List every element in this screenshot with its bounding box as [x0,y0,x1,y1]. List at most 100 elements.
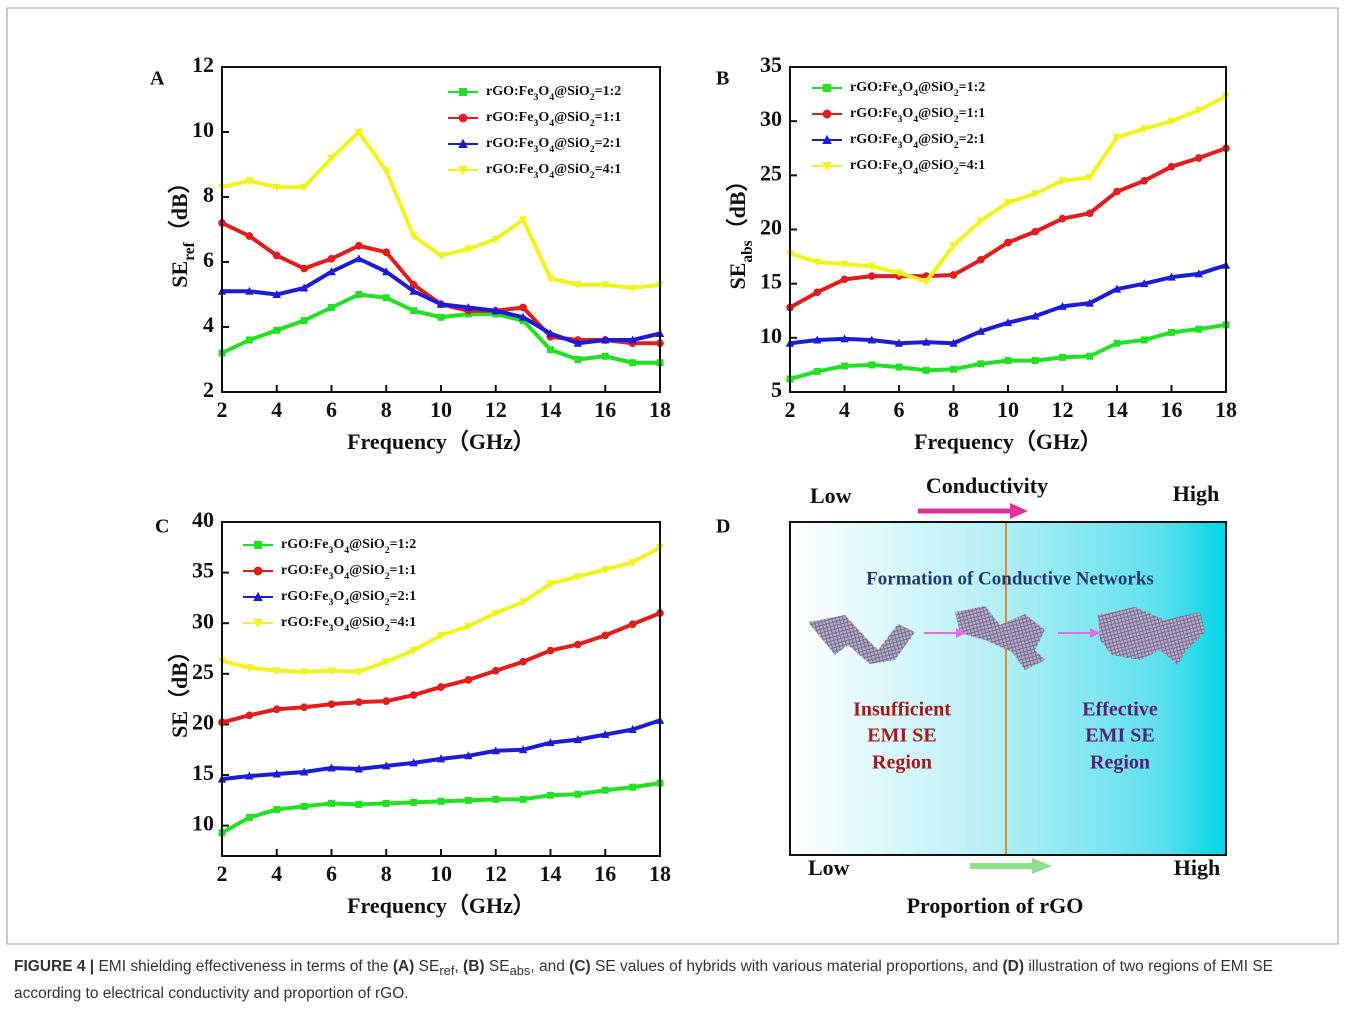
marker [547,792,554,799]
y-tick-label: 25 [192,659,214,684]
y-tick-label: 40 [192,507,214,532]
marker [355,291,362,298]
marker [328,800,335,807]
caption: FIGURE 4 | EMI shielding effectiveness i… [14,955,1334,1005]
x-tick-label: 14 [540,861,562,886]
x-tick-label: 18 [649,861,671,886]
marker [410,691,418,699]
x-tick-label: 6 [326,861,337,886]
y-tick-label: 15 [192,760,214,785]
bottom-title: Proportion of rGO [907,893,1084,918]
arrow-head [1010,503,1028,519]
y-tick-label: 30 [760,106,782,131]
legend-label: rGO:Fe3O4@SiO2=2:1 [486,136,621,155]
marker [841,275,849,283]
caption-label: FIGURE 4 | [14,958,94,975]
marker [273,806,280,813]
marker [1059,354,1066,361]
marker [1114,340,1121,347]
marker [841,363,848,370]
x-tick-label: 8 [381,397,392,422]
marker [246,337,253,344]
x-tick-label: 18 [649,397,671,422]
marker [1113,188,1121,196]
y-tick-label: 2 [203,377,214,402]
top-high: High [1173,481,1219,506]
x-tick-label: 6 [894,397,905,422]
series-line [222,783,660,833]
x-tick-label: 16 [1161,397,1183,422]
marker [1195,326,1202,333]
x-tick-label: 6 [326,397,337,422]
marker [382,697,390,705]
marker [492,667,500,675]
legend-marker [254,541,262,549]
marker [629,784,636,791]
y-tick-label: 15 [760,269,782,294]
marker [492,796,499,803]
marker [355,698,363,706]
marker [574,641,582,649]
legend-label: rGO:Fe3O4@SiO2=2:1 [850,132,985,151]
x-tick-label: 8 [948,397,959,422]
y-tick-label: 35 [192,558,214,583]
legend-label: rGO:Fe3O4@SiO2=1:2 [850,80,985,99]
marker [328,700,336,708]
marker [438,314,445,321]
y-tick-label: 35 [760,52,782,77]
marker [246,711,254,719]
marker [547,647,555,655]
marker [1141,337,1148,344]
legend-marker [459,88,467,96]
marker [1140,177,1148,185]
marker [1086,209,1094,217]
series-line [790,96,1226,281]
marker [438,798,445,805]
marker [1168,329,1175,336]
left-region: EMI SE [867,725,936,747]
marker [574,791,581,798]
y-tick-label: 12 [192,52,214,77]
x-axis-label: Frequency（GHz） [914,429,1102,454]
x-tick-label: 4 [271,397,282,422]
y-tick-label: 8 [203,182,214,207]
marker [273,252,281,260]
y-tick-label: 10 [760,323,782,348]
legend-label: rGO:Fe3O4@SiO2=1:1 [486,110,621,129]
y-tick-label: 4 [203,312,214,337]
x-tick-label: 14 [540,397,562,422]
legend-label: rGO:Fe3O4@SiO2=1:2 [281,537,416,556]
bottom-low: Low [808,855,850,880]
series-line [790,325,1226,379]
marker [328,304,335,311]
x-tick-label: 10 [997,397,1019,422]
marker [273,705,281,713]
series-line [222,132,660,288]
marker [246,814,253,821]
y-tick-label: 5 [771,377,782,402]
marker [300,265,308,273]
marker [547,346,554,353]
bottom-high: High [1174,855,1220,880]
x-tick-label: 10 [430,397,452,422]
y-tick-label: 25 [760,160,782,185]
x-axis-label: Frequency（GHz） [347,893,535,918]
legend-label: rGO:Fe3O4@SiO2=4:1 [850,158,985,177]
marker [1168,163,1176,171]
panel-d: D Low Conductivity High Formation of Con… [716,473,1226,918]
marker [437,683,445,691]
x-tick-label: 2 [217,397,228,422]
marker [300,703,308,711]
legend-label: rGO:Fe3O4@SiO2=1:1 [281,563,416,582]
arrow-head [1032,858,1052,874]
series-line [222,720,660,779]
marker [923,367,930,374]
x-tick-label: 10 [430,861,452,886]
marker [814,368,821,375]
marker [950,271,958,279]
y-tick-label: 10 [192,811,214,836]
x-tick-label: 2 [217,861,228,886]
y-axis-label: SEref（dB） [167,171,198,287]
y-tick-label: 10 [192,117,214,142]
right-region: Region [1090,752,1150,774]
